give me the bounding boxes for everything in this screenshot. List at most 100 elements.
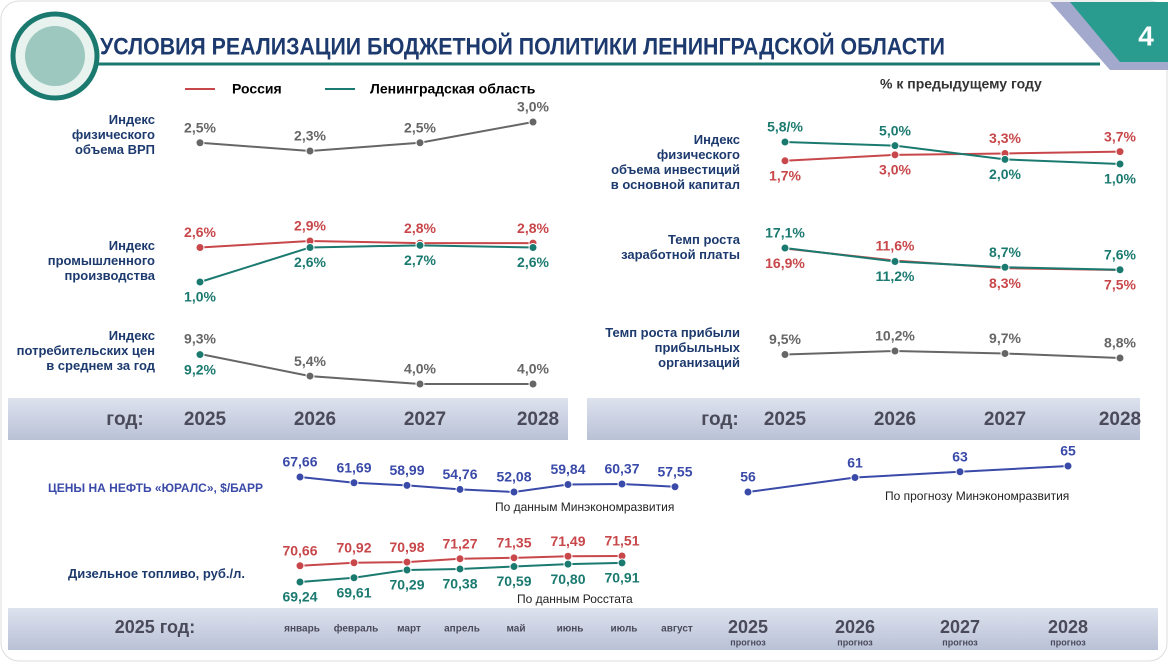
axis-label: прогноз bbox=[837, 637, 873, 647]
axis-label: год: bbox=[701, 409, 738, 430]
axis-label: май bbox=[507, 624, 526, 635]
value-label: 2,8% bbox=[517, 220, 549, 236]
value-label: 2,5% bbox=[404, 119, 436, 135]
series-line bbox=[784, 150, 1121, 162]
axis-label: 2025 bbox=[764, 409, 807, 430]
value-label: 54,76 bbox=[442, 466, 477, 482]
value-label: 60,37 bbox=[604, 461, 639, 477]
point bbox=[780, 156, 790, 166]
point bbox=[415, 240, 425, 250]
value-label: 1,7% bbox=[769, 167, 801, 183]
chart-label: Темп роста заработной платы bbox=[621, 232, 740, 262]
value-label: 2,6% bbox=[517, 254, 549, 270]
axis-label: год: bbox=[106, 409, 143, 430]
value-label: 67,66 bbox=[282, 454, 317, 470]
value-label: 4,0% bbox=[517, 361, 549, 377]
value-label: 61,69 bbox=[336, 459, 371, 475]
axis-label: 2025 bbox=[184, 409, 227, 430]
value-label: 57,55 bbox=[657, 463, 692, 479]
value-label: 2,5% bbox=[184, 119, 216, 135]
point bbox=[349, 558, 359, 568]
chart-label: Дизельное топливо, руб./л. bbox=[68, 566, 246, 581]
axis-label: февраль bbox=[334, 623, 379, 635]
point bbox=[890, 346, 900, 356]
axis-label: 2027 bbox=[940, 617, 980, 637]
point bbox=[509, 553, 519, 563]
axis-label: 2028 bbox=[1099, 409, 1141, 430]
axis-label: 2026 bbox=[294, 409, 336, 430]
axis-label: прогноз bbox=[730, 637, 766, 647]
series-line bbox=[784, 247, 1121, 271]
chart-label: Индекс физического объема ВРП bbox=[71, 112, 155, 157]
point bbox=[402, 557, 412, 567]
source-note: По данным Росстата bbox=[517, 592, 633, 606]
legend-label: Ленинградская область bbox=[370, 81, 536, 97]
point bbox=[305, 146, 315, 156]
axis-label: январь bbox=[284, 624, 320, 635]
legend-label: Россия bbox=[232, 81, 282, 97]
point bbox=[295, 561, 305, 571]
point bbox=[743, 487, 753, 497]
point bbox=[890, 257, 900, 267]
value-label: 69,61 bbox=[336, 584, 371, 600]
point bbox=[1115, 265, 1125, 275]
point bbox=[780, 243, 790, 253]
point bbox=[305, 242, 315, 252]
source-note: По прогнозу Минэкономразвития bbox=[885, 489, 1070, 503]
value-label: 9,2% bbox=[184, 361, 216, 377]
point bbox=[349, 573, 359, 583]
axis-label: июнь bbox=[557, 624, 584, 635]
axis-label: 2026 bbox=[835, 617, 875, 637]
axis-band bbox=[8, 608, 1158, 650]
chart-label: Индекс потребительских цен в среднем за … bbox=[16, 328, 155, 373]
value-label: 3,3% bbox=[989, 130, 1021, 146]
point bbox=[1000, 154, 1010, 164]
point bbox=[402, 565, 412, 575]
value-label: 70,92 bbox=[336, 539, 371, 555]
value-label: 65 bbox=[1060, 443, 1076, 459]
axis-label: июль bbox=[611, 624, 638, 635]
axis-label: прогноз bbox=[1050, 637, 1086, 647]
value-label: 71,27 bbox=[442, 535, 477, 551]
point bbox=[617, 558, 627, 568]
point bbox=[295, 577, 305, 587]
value-label: 3,0% bbox=[879, 162, 911, 178]
value-label: 59,84 bbox=[550, 461, 585, 477]
axis-label: 2028 bbox=[517, 409, 559, 430]
value-label: 56 bbox=[740, 469, 756, 485]
chart-label: Индекс промышленного производства bbox=[47, 238, 155, 283]
axis-band bbox=[8, 398, 568, 440]
logo-inner bbox=[25, 26, 85, 86]
page-number: 4 bbox=[1138, 20, 1154, 51]
series-line bbox=[784, 349, 1121, 359]
point bbox=[455, 564, 465, 574]
value-label: 69,24 bbox=[282, 589, 317, 605]
point bbox=[528, 379, 538, 389]
value-label: 4,0% bbox=[404, 361, 436, 377]
point bbox=[349, 478, 359, 488]
point bbox=[780, 350, 790, 359]
chart-label: ЦЕНЫ НА НЕФТЬ «ЮРАЛС», $/БАРР bbox=[48, 481, 264, 495]
axis-label: апрель bbox=[444, 624, 480, 635]
point bbox=[455, 484, 465, 494]
series-line bbox=[199, 353, 533, 385]
point bbox=[455, 554, 465, 564]
value-label: 11,2% bbox=[876, 268, 915, 284]
axis-label: март bbox=[397, 624, 421, 635]
point bbox=[528, 117, 538, 127]
value-label: 9,5% bbox=[769, 331, 801, 347]
value-label: 1,0% bbox=[1104, 171, 1136, 187]
point bbox=[890, 150, 900, 160]
value-label: 1,0% bbox=[184, 289, 216, 305]
page-corner-inner bbox=[1070, 2, 1168, 62]
value-label: 3,7% bbox=[1104, 128, 1136, 144]
value-label: 10,2% bbox=[875, 328, 915, 344]
point bbox=[563, 480, 573, 490]
chart-label: Индекс физического объема инвестиций в о… bbox=[610, 132, 740, 192]
point bbox=[1000, 349, 1010, 358]
series-line bbox=[199, 121, 534, 153]
axis-label: прогноз bbox=[942, 637, 978, 647]
point bbox=[1063, 461, 1073, 471]
value-label: 2,6% bbox=[184, 224, 216, 240]
